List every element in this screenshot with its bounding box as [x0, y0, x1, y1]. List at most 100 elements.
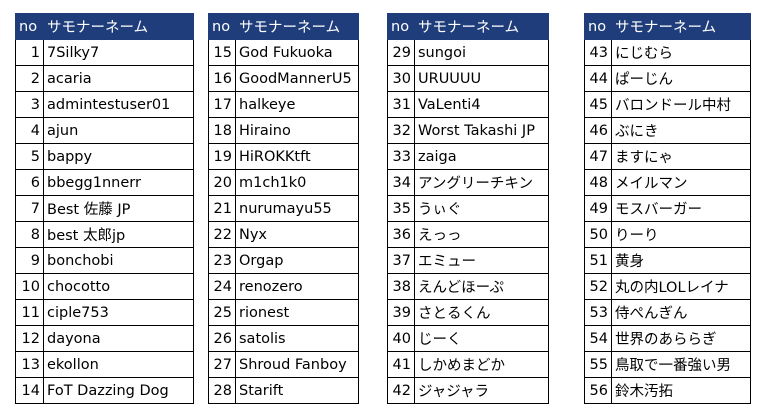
row-number: 53 — [584, 299, 612, 326]
table-row: 13 ekollon — [15, 351, 194, 378]
table-row: 30 URUUUU — [387, 65, 549, 92]
table-row: 33 zaiga — [387, 143, 549, 170]
row-number: 45 — [584, 91, 612, 118]
table-row: 1 7Silky7 — [15, 39, 194, 66]
summoner-name: 世界のあららぎ — [611, 325, 751, 352]
summoner-name: satolis — [235, 325, 359, 352]
summoner-name: 鈴木汚拓 — [611, 377, 751, 404]
table-row: 28 Starift — [208, 377, 359, 404]
table-row: 24 renozero — [208, 273, 359, 300]
summoner-name: Worst Takashi JP — [414, 117, 549, 144]
no-header: no — [387, 13, 415, 40]
row-number: 16 — [208, 65, 236, 92]
table-row: 4 ajun — [15, 117, 194, 144]
table-row: 17 halkeye — [208, 91, 359, 118]
table-row: 26 satolis — [208, 325, 359, 352]
table-row: 55 鳥取で一番強い男 — [584, 351, 751, 378]
summoner-name: Orgap — [235, 247, 359, 274]
row-number: 20 — [208, 169, 236, 196]
row-number: 3 — [15, 91, 44, 118]
table-row: 22 Nyx — [208, 221, 359, 248]
table-row: 14 FoT Dazzing Dog — [15, 377, 194, 404]
table-header-row: no サモナーネーム — [584, 13, 751, 40]
summoner-name: ekollon — [43, 351, 194, 378]
row-number: 56 — [584, 377, 612, 404]
summoner-name: ajun — [43, 117, 194, 144]
table-row: 41 しかめまどか — [387, 351, 549, 378]
summoner-table-2: no サモナーネーム 15 God Fukuoka 16 GoodMannerU5 17… — [208, 13, 359, 404]
summoner-name: GoodMannerU5 — [235, 65, 359, 92]
table-row: 34 アングリーチキン — [387, 169, 549, 196]
summoner-name: God Fukuoka — [235, 39, 359, 66]
row-number: 38 — [387, 273, 415, 300]
table-row: 19 HiROKKtft — [208, 143, 359, 170]
table-row: 37 エミュー — [387, 247, 549, 274]
row-number: 35 — [387, 195, 415, 222]
summoner-name: ぶにき — [611, 117, 751, 144]
summoner-name: m1ch1k0 — [235, 169, 359, 196]
no-header: no — [15, 13, 44, 40]
table-row: 32 Worst Takashi JP — [387, 117, 549, 144]
summoner-name: Starift — [235, 377, 359, 404]
table-header-row: no サモナーネーム — [208, 13, 359, 40]
summoner-table-4: no サモナーネーム 43 にじむら 44 ぱーじん 45 バロンドール中村 46 ぶにき 47… — [584, 13, 751, 404]
table-row: 40 じーく — [387, 325, 549, 352]
row-number: 49 — [584, 195, 612, 222]
no-header: no — [208, 13, 236, 40]
table-row: 56 鈴木汚拓 — [584, 377, 751, 404]
row-number: 41 — [387, 351, 415, 378]
summoner-name: VaLenti4 — [414, 91, 549, 118]
summoner-name: さとるくん — [414, 299, 549, 326]
summoner-name-header: サモナーネーム — [414, 13, 549, 40]
table-row: 50 りーり — [584, 221, 751, 248]
summoner-name: アングリーチキン — [414, 169, 549, 196]
row-number: 50 — [584, 221, 612, 248]
table-row: 16 GoodMannerU5 — [208, 65, 359, 92]
summoner-name: zaiga — [414, 143, 549, 170]
summoner-name: りーり — [611, 221, 751, 248]
summoner-name-header: サモナーネーム — [611, 13, 751, 40]
summoner-name: HiROKKtft — [235, 143, 359, 170]
table-row: 45 バロンドール中村 — [584, 91, 751, 118]
summoner-name: ciple753 — [43, 299, 194, 326]
table-row: 15 God Fukuoka — [208, 39, 359, 66]
summoner-name: にじむら — [611, 39, 751, 66]
row-number: 21 — [208, 195, 236, 222]
summoner-name: ますにゃ — [611, 143, 751, 170]
row-number: 51 — [584, 247, 612, 274]
summoner-name: バロンドール中村 — [611, 91, 751, 118]
summoner-name: Nyx — [235, 221, 359, 248]
summoner-name: メイルマン — [611, 169, 751, 196]
summoner-name: chocotto — [43, 273, 194, 300]
summoner-table-1: no サモナーネーム 1 7Silky7 2 acaria 3 admintestuser… — [15, 13, 194, 404]
summoner-name: Best 佐藤 JP — [43, 195, 194, 222]
table-row: 39 さとるくん — [387, 299, 549, 326]
summoner-name: Shroud Fanboy — [235, 351, 359, 378]
summoner-name: えっっ — [414, 221, 549, 248]
row-number: 31 — [387, 91, 415, 118]
row-number: 17 — [208, 91, 236, 118]
row-number: 39 — [387, 299, 415, 326]
row-number: 44 — [584, 65, 612, 92]
table-row: 52 丸の内LOLレイナ — [584, 273, 751, 300]
row-number: 48 — [584, 169, 612, 196]
row-number: 29 — [387, 39, 415, 66]
row-number: 55 — [584, 351, 612, 378]
table-header-row: no サモナーネーム — [387, 13, 549, 40]
row-number: 7 — [15, 195, 44, 222]
summoner-name: nurumayu55 — [235, 195, 359, 222]
table-row: 36 えっっ — [387, 221, 549, 248]
table-row: 7 Best 佐藤 JP — [15, 195, 194, 222]
table-row: 12 dayona — [15, 325, 194, 352]
row-number: 13 — [15, 351, 44, 378]
summoner-name: URUUUU — [414, 65, 549, 92]
table-row: 31 VaLenti4 — [387, 91, 549, 118]
summoner-name: acaria — [43, 65, 194, 92]
table-row: 48 メイルマン — [584, 169, 751, 196]
row-number: 25 — [208, 299, 236, 326]
row-number: 27 — [208, 351, 236, 378]
table-row: 47 ますにゃ — [584, 143, 751, 170]
row-number: 6 — [15, 169, 44, 196]
summoner-name: 丸の内LOLレイナ — [611, 273, 751, 300]
summoner-name-header: サモナーネーム — [43, 13, 194, 40]
